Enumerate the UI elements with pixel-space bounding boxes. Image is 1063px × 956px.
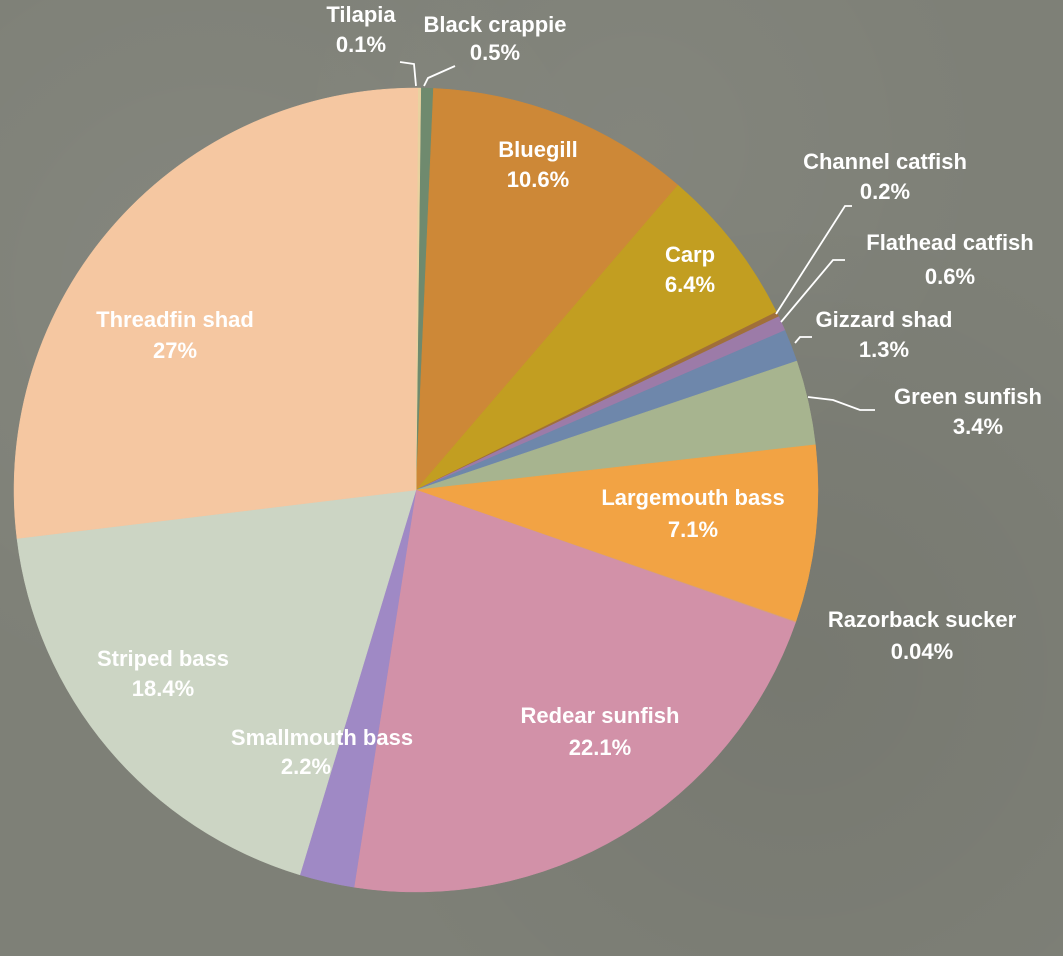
slice-label-name-carp: Carp xyxy=(665,242,715,267)
pie-slice-redear-sunfish xyxy=(353,489,796,893)
slice-label-name-bluegill: Bluegill xyxy=(498,137,577,162)
slice-label-value-redear-sunfish: 22.1% xyxy=(569,735,631,760)
slice-label-name-gizzard-shad: Gizzard shad xyxy=(816,307,953,332)
slice-label-value-threadfin-shad: 27% xyxy=(153,338,197,363)
pie-slice-carp xyxy=(415,184,777,491)
slice-label-name-redear-sunfish: Redear sunfish xyxy=(521,703,680,728)
pie-slice-bluegill xyxy=(415,88,679,491)
slice-label-value-bluegill: 10.6% xyxy=(507,167,569,192)
slice-label-value-striped-bass: 18.4% xyxy=(132,676,194,701)
pie-slice-tilapia xyxy=(415,87,422,491)
pie-slices xyxy=(13,87,819,893)
slice-label-name-striped-bass: Striped bass xyxy=(97,646,229,671)
pie-slice-threadfin-shad xyxy=(13,87,419,539)
slice-label-value-razorback-sucker: 0.04% xyxy=(891,639,953,664)
slice-label-value-tilapia: 0.1% xyxy=(336,32,386,57)
slice-label-value-flathead-catfish: 0.6% xyxy=(925,264,975,289)
leader-line-green-sunfish xyxy=(807,396,875,411)
slice-label-value-largemouth-bass: 7.1% xyxy=(668,517,718,542)
leader-line-tilapia xyxy=(399,61,417,87)
slice-label-name-channel-catfish: Channel catfish xyxy=(803,149,967,174)
slice-label-name-largemouth-bass: Largemouth bass xyxy=(601,485,784,510)
slice-label-value-green-sunfish: 3.4% xyxy=(953,414,1003,439)
pie-slice-largemouth-bass xyxy=(415,444,819,622)
slice-label-name-smallmouth-bass: Smallmouth bass xyxy=(231,725,413,750)
slice-label-value-gizzard-shad: 1.3% xyxy=(859,337,909,362)
slice-label-value-channel-catfish: 0.2% xyxy=(860,179,910,204)
slice-label-name-black-crappie: Black crappie xyxy=(423,12,566,37)
slice-label-value-smallmouth-bass: 2.2% xyxy=(281,754,331,779)
slice-label-value-black-crappie: 0.5% xyxy=(470,40,520,65)
slice-label-name-razorback-sucker: Razorback sucker xyxy=(828,607,1017,632)
pie-slice-striped-bass xyxy=(16,489,417,876)
leader-line-flathead-catfish xyxy=(780,259,845,323)
leader-line-black-crappie xyxy=(423,65,456,87)
slice-label-name-flathead-catfish: Flathead catfish xyxy=(866,230,1033,255)
slice-label-name-green-sunfish: Green sunfish xyxy=(894,384,1042,409)
slice-label-value-carp: 6.4% xyxy=(665,272,715,297)
slice-label-name-threadfin-shad: Threadfin shad xyxy=(96,307,254,332)
slice-label-name-tilapia: Tilapia xyxy=(326,2,396,27)
leader-lines xyxy=(399,61,875,411)
leader-line-gizzard-shad xyxy=(794,336,812,344)
leader-line-channel-catfish xyxy=(775,205,852,315)
slice-labels: Black crappie 0.5% Bluegill 10.6% Carp 6.4% Ch… xyxy=(96,2,1042,779)
